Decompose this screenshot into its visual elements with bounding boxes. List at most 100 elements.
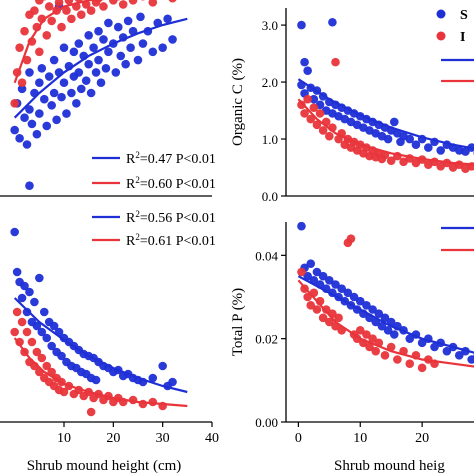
red-data-point	[20, 26, 29, 36]
blue-data-point	[461, 147, 470, 156]
red-data-point	[355, 326, 365, 335]
red-data-point	[334, 313, 343, 323]
blue-data-point	[22, 140, 32, 149]
red-data-point	[309, 103, 319, 112]
x-axis-label: Shrub mound heig	[334, 458, 445, 474]
blue-data-point	[104, 18, 113, 28]
red-data-point	[15, 43, 24, 52]
red-data-point	[417, 363, 427, 373]
blue-data-point	[306, 259, 316, 268]
y-tick-label: 3.0	[262, 18, 278, 33]
blue-data-point	[69, 47, 79, 57]
x-tick-label: 20	[106, 431, 120, 446]
blue-data-point	[32, 129, 42, 139]
x-tick-label: 10	[57, 431, 71, 446]
plot-area	[10, 227, 188, 417]
red-data-point	[325, 317, 334, 327]
red-fit-line	[13, 337, 188, 408]
blue-data-point	[297, 20, 306, 30]
blue-data-point	[37, 327, 47, 337]
blue-data-point	[62, 109, 71, 118]
blue-data-point	[417, 338, 427, 348]
blue-data-point	[22, 307, 32, 317]
blue-data-point	[35, 273, 44, 283]
blue-data-point	[15, 134, 24, 143]
blue-data-point	[111, 68, 121, 77]
blue-data-point	[424, 143, 433, 152]
y-tick-label: 0.02	[255, 332, 278, 347]
blue-data-point	[442, 346, 452, 356]
red-data-point	[62, 6, 71, 15]
blue-data-point	[362, 301, 371, 310]
blue-data-point	[148, 373, 158, 383]
blue-data-point	[158, 43, 167, 52]
legend-label: I	[460, 30, 465, 45]
blue-fit-line	[297, 78, 474, 150]
blue-data-point	[405, 334, 415, 343]
blue-data-point	[133, 55, 143, 65]
blue-data-point	[138, 39, 148, 48]
red-data-point	[318, 313, 328, 323]
y-axis-label: Organic C (%)	[230, 58, 246, 146]
legend-marker	[436, 31, 446, 41]
blue-data-point	[32, 321, 42, 331]
blue-data-point	[49, 55, 59, 65]
red-data-point	[10, 99, 19, 108]
panel-bottom-right: 0 10 20 0.00 0.02 0.04 Total P (%) Shrub mound …	[230, 222, 474, 474]
red-data-point	[35, 47, 44, 57]
blue-data-point	[116, 51, 126, 61]
blue-data-point	[10, 227, 19, 237]
y-tick-label: 2.0	[262, 75, 278, 90]
blue-data-point	[136, 12, 145, 22]
red-data-point	[109, 0, 118, 5]
blue-data-point	[328, 17, 337, 27]
blue-data-point	[91, 68, 101, 77]
red-data-point	[118, 0, 128, 9]
blue-data-point	[337, 284, 346, 293]
red-data-point	[128, 0, 138, 5]
legend-label: R2=0.47 P<0.01	[126, 150, 216, 167]
blue-data-point	[59, 78, 69, 87]
blue-data-point	[72, 99, 81, 108]
blue-data-point	[126, 43, 135, 52]
blue-data-point	[383, 134, 393, 144]
red-data-point	[386, 156, 396, 165]
blue-data-point	[89, 43, 98, 52]
blue-data-point	[20, 113, 29, 123]
blue-data-point	[35, 78, 44, 87]
blue-data-point	[91, 375, 101, 385]
blue-data-point	[12, 267, 22, 277]
blue-data-point	[25, 68, 34, 77]
blue-fit-line	[13, 17, 188, 119]
blue-data-point	[39, 94, 49, 104]
blue-data-point	[101, 63, 111, 73]
red-data-point	[303, 94, 312, 104]
blue-fit-line	[13, 297, 188, 394]
red-data-point	[312, 120, 322, 130]
blue-data-point	[35, 109, 44, 118]
red-data-point	[44, 2, 54, 11]
red-data-point	[315, 109, 325, 118]
red-data-point	[371, 346, 381, 356]
blue-data-point	[297, 222, 306, 231]
blue-data-point	[20, 281, 29, 291]
red-data-point	[99, 2, 108, 11]
legend-label: R2=0.61 P<0.01	[126, 232, 216, 249]
blue-data-point	[454, 351, 464, 360]
red-data-point	[86, 6, 96, 15]
red-data-point	[57, 22, 66, 32]
blue-data-point	[17, 293, 27, 303]
red-data-point	[54, 0, 64, 7]
blue-data-point	[67, 88, 76, 98]
blue-data-point	[37, 63, 47, 73]
blue-data-point	[25, 287, 34, 297]
blue-data-point	[309, 94, 319, 104]
blue-data-point	[49, 321, 59, 331]
red-data-point	[59, 387, 69, 397]
red-data-point	[368, 334, 377, 343]
red-data-point	[67, 14, 76, 24]
blue-data-point	[74, 68, 84, 77]
blue-data-point	[303, 66, 312, 75]
x-tick-label: 40	[205, 431, 219, 446]
red-data-point	[380, 351, 390, 360]
